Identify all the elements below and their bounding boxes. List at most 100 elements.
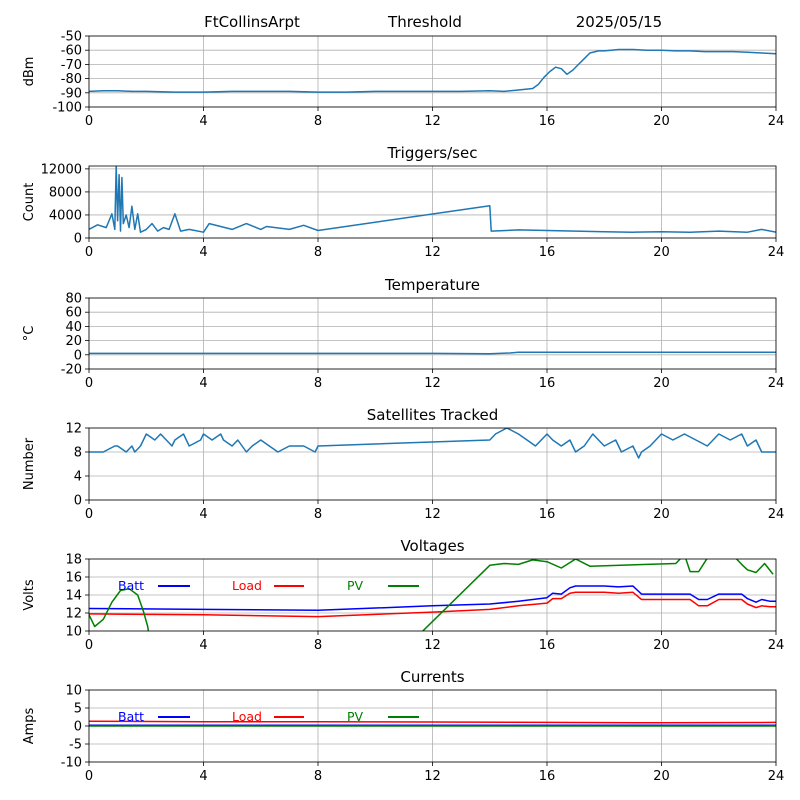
legend-label-batt: Batt — [118, 578, 144, 593]
x-tick-label: 16 — [539, 245, 556, 260]
x-tick-label: 16 — [539, 376, 556, 391]
series-line-batt — [89, 585, 776, 612]
chart-panel-5: 0 4 8 12 16 20 24 10 12 14 16 18 Voltages Volts Batt Lo… — [22, 537, 784, 653]
header: FtCollinsArpt Threshold 2025/05/15 — [204, 13, 662, 31]
y-tick-label: 10 — [65, 625, 82, 640]
y-tick-label: 14 — [65, 589, 82, 604]
y-tick-label: 12 — [65, 422, 82, 437]
date-label: 2025/05/15 — [576, 13, 662, 31]
chart-panel-1: 0 4 8 12 16 20 24 -100-90-80-70-60-50 dBm — [22, 30, 784, 130]
x-tick-label: 12 — [424, 245, 441, 260]
x-tick-label: 12 — [424, 507, 441, 522]
y-tick-label: 4000 — [49, 208, 82, 223]
x-tick-label: 0 — [85, 114, 93, 129]
y-tick-label: 8000 — [49, 185, 82, 200]
series-line-data — [89, 428, 776, 459]
x-tick-label: 4 — [199, 769, 207, 784]
chart-title: Temperature — [384, 276, 480, 294]
x-tick-label: 12 — [424, 376, 441, 391]
series-line-load — [89, 591, 776, 618]
legend-label-load: Load — [232, 709, 262, 724]
chart-panel-2: 0 4 8 12 16 20 24 0 4000 8000 12000 Triggers/sec Cou… — [22, 144, 784, 260]
x-tick-label: 24 — [768, 638, 785, 653]
y-axis-label: Number — [22, 437, 37, 490]
x-tick-label: 8 — [314, 507, 322, 522]
x-tick-label: 16 — [539, 114, 556, 129]
y-tick-label: -80 — [61, 72, 82, 87]
chart-title: Voltages — [400, 537, 464, 555]
x-tick-label: 12 — [424, 769, 441, 784]
series-line-data — [89, 351, 776, 355]
mode-label: Threshold — [387, 13, 462, 31]
y-tick-label: 0 — [74, 494, 82, 509]
legend-label-batt: Batt — [118, 709, 144, 724]
y-axis-label: Amps — [22, 707, 37, 744]
y-tick-label: -100 — [52, 101, 82, 116]
y-tick-label: 12 — [65, 607, 82, 622]
y-tick-label: -10 — [61, 756, 82, 771]
y-tick-label: -60 — [61, 44, 82, 59]
x-tick-label: 0 — [85, 507, 93, 522]
y-tick-label: -5 — [69, 738, 82, 753]
series-line-data — [89, 166, 776, 233]
chart-title: Satellites Tracked — [367, 406, 498, 424]
y-tick-label: 60 — [65, 306, 82, 321]
x-tick-label: 24 — [768, 769, 785, 784]
x-tick-label: 16 — [539, 638, 556, 653]
x-tick-label: 24 — [768, 376, 785, 391]
y-axis-label: Count — [22, 183, 37, 222]
x-tick-label: 8 — [314, 638, 322, 653]
x-tick-label: 20 — [653, 769, 670, 784]
x-tick-label: 4 — [199, 638, 207, 653]
x-tick-label: 4 — [199, 376, 207, 391]
x-tick-label: 0 — [85, 769, 93, 784]
y-tick-label: -90 — [61, 86, 82, 101]
x-tick-label: 8 — [314, 376, 322, 391]
y-tick-label: 5 — [74, 702, 82, 717]
x-tick-label: 24 — [768, 507, 785, 522]
x-tick-label: 0 — [85, 376, 93, 391]
y-axis-label: dBm — [22, 57, 37, 87]
y-axis-label: °C — [22, 326, 37, 342]
y-tick-label: -50 — [61, 30, 82, 45]
y-tick-label: 8 — [74, 446, 82, 461]
x-tick-label: 4 — [199, 507, 207, 522]
x-tick-label: 20 — [653, 507, 670, 522]
legend-label-pv: PV — [347, 578, 364, 593]
x-tick-label: 24 — [768, 114, 785, 129]
y-tick-label: 20 — [65, 334, 82, 349]
series-line-data — [89, 48, 776, 93]
y-tick-label: 80 — [65, 292, 82, 307]
chart-title: Currents — [400, 668, 464, 686]
y-tick-label: 12000 — [41, 162, 82, 177]
y-tick-label: 0 — [74, 720, 82, 735]
x-tick-label: 16 — [539, 769, 556, 784]
y-tick-label: -20 — [61, 363, 82, 378]
legend-label-pv: PV — [347, 709, 364, 724]
y-tick-label: 10 — [65, 684, 82, 699]
series-line-load — [89, 720, 776, 724]
x-tick-label: 4 — [199, 245, 207, 260]
series-line-pv — [89, 559, 774, 631]
chart-panel-4: 0 4 8 12 16 20 24 0 4 8 12 Satellites Tracked Number — [22, 406, 784, 522]
x-tick-label: 20 — [653, 114, 670, 129]
station-name: FtCollinsArpt — [204, 13, 300, 31]
y-tick-label: 40 — [65, 320, 82, 335]
x-tick-label: 20 — [653, 245, 670, 260]
y-tick-label: 4 — [74, 470, 82, 485]
x-tick-label: 12 — [424, 638, 441, 653]
x-tick-label: 20 — [653, 638, 670, 653]
x-tick-label: 8 — [314, 245, 322, 260]
x-tick-label: 20 — [653, 376, 670, 391]
y-axis-label: Volts — [22, 579, 37, 611]
x-tick-label: 12 — [424, 114, 441, 129]
y-tick-label: 0 — [74, 348, 82, 363]
x-tick-label: 0 — [85, 638, 93, 653]
y-tick-label: -70 — [61, 58, 82, 73]
chart-title: Triggers/sec — [387, 144, 478, 162]
legend-label-load: Load — [232, 578, 262, 593]
chart-panel-6: 0 4 8 12 16 20 24 -10 -5 0 5 10 Currents Amps Batt Load… — [22, 668, 784, 784]
x-tick-label: 8 — [314, 769, 322, 784]
